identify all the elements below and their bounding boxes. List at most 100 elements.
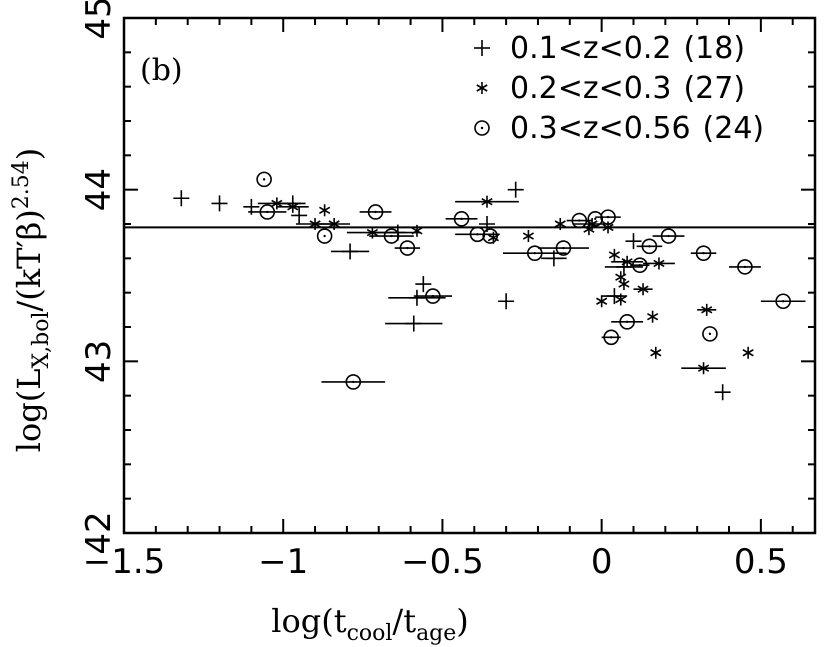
circle-dot [262, 178, 266, 181]
legend-marker-circle [474, 120, 490, 136]
star-point-1-22 [647, 310, 659, 323]
star-arm [287, 203, 299, 211]
x-tick-label: −1.5 [83, 542, 166, 582]
circle-dot [667, 234, 670, 238]
star-point-1-20 [653, 257, 665, 270]
x-tick-label: −1 [258, 542, 308, 582]
star-point-1-23 [650, 346, 662, 359]
circle-ring [587, 211, 604, 227]
circle-dot [390, 234, 393, 238]
circle-point-2-11 [526, 245, 543, 261]
circle-dot [406, 246, 409, 250]
circle-point-2-15 [600, 209, 616, 225]
star-arm [366, 228, 378, 237]
circle-ring [619, 314, 635, 330]
circle-dot [431, 294, 435, 298]
circle-point-2-20 [660, 228, 677, 244]
star-point-1-9 [522, 230, 535, 243]
star-point-1-12 [583, 223, 595, 236]
circle-dot [374, 210, 377, 214]
star-point-1-18 [596, 295, 608, 308]
circle-ring [775, 293, 791, 310]
star-arm [476, 84, 488, 92]
star-arm [319, 206, 331, 214]
circle-dot [488, 234, 492, 238]
legend-label-1: 0.2<z<0.3 (27) [510, 71, 745, 106]
y-tick-label: 44 [79, 168, 119, 211]
plus-point-0-17 [714, 384, 731, 401]
circle-point-2-1 [259, 204, 276, 220]
x-tick-label: 0.5 [734, 542, 788, 582]
star-point-1-1 [287, 200, 299, 213]
circle-point-2-10 [482, 228, 498, 244]
circle-ring [316, 228, 333, 244]
circle-point-2-4 [383, 228, 400, 244]
circle-point-2-8 [453, 211, 470, 227]
circle-ring [425, 288, 441, 304]
star-arm [637, 285, 649, 293]
star-arm [621, 258, 633, 266]
circle-dot [578, 219, 581, 222]
legend: 0.1<z<0.2 (18) 0.2<z<0.3 (27) 0.3<z<0.56 (2… [474, 31, 764, 146]
circle-dot [352, 380, 355, 384]
plus-point-0-5 [342, 243, 359, 260]
circle-ring [702, 326, 718, 342]
legend-label-0: 0.1<z<0.2 (18) [510, 31, 745, 66]
circle-point-2-9 [469, 226, 486, 243]
circle-dot [266, 210, 269, 214]
circle-ring [632, 257, 648, 274]
x-tick-label: −0.5 [401, 542, 484, 582]
star-point-1-15 [621, 255, 633, 268]
circle-dot [781, 300, 785, 303]
star-point-1-24 [701, 303, 713, 316]
plus-point-0-1 [211, 195, 228, 212]
star-arm [615, 295, 627, 304]
circle-dot [480, 126, 484, 130]
circle-ring [367, 204, 384, 220]
circle-ring [259, 204, 276, 220]
star-arm [554, 220, 566, 228]
star-arm [647, 313, 659, 321]
star-arm [522, 232, 535, 240]
tick-labels: −1.5 −1 −0.5 0 0.5 42 43 44 45 [79, 0, 788, 582]
circle-ring [571, 212, 588, 229]
circle-point-2-22 [702, 326, 718, 342]
circle-ring [695, 245, 712, 261]
panel-label: (b) [140, 53, 183, 88]
circle-ring [474, 120, 490, 136]
plus-point-0-11 [507, 181, 524, 198]
star-point-1-25 [697, 362, 710, 375]
circle-point-2-2 [316, 228, 333, 244]
circle-ring [555, 240, 572, 256]
y-axis-label: log(LX,bol/(kT′β)2.54) [9, 148, 54, 452]
circle-point-2-17 [619, 314, 635, 330]
circle-point-2-18 [632, 257, 648, 274]
circle-point-2-5 [399, 240, 416, 256]
circle-ring [600, 209, 616, 225]
circle-point-2-7 [345, 374, 362, 390]
circle-point-2-3 [367, 204, 384, 220]
plus-point-0-9 [405, 315, 422, 332]
plus-point-0-4 [291, 207, 308, 224]
circle-dot [625, 320, 629, 324]
y-tick-label: 43 [79, 340, 119, 383]
plus-point-0-8 [408, 289, 425, 306]
star-point-1-17 [618, 278, 630, 291]
legend-marker-plus [474, 40, 490, 56]
star-arm [618, 280, 630, 288]
circle-ring [482, 228, 498, 244]
circle-point-2-16 [603, 329, 620, 346]
star-arm [701, 306, 713, 314]
circle-point-2-12 [555, 240, 572, 256]
y-tick-label: 45 [79, 0, 119, 40]
star-point-1-10 [554, 218, 566, 230]
circle-ring [641, 238, 658, 255]
plus-point-0-10 [498, 293, 515, 310]
circle-dot [648, 245, 651, 248]
legend-label-2: 0.3<z<0.56 (24) [510, 111, 764, 146]
star-point-1-3 [328, 218, 340, 230]
circle-dot [708, 332, 712, 336]
legend-marker-star [476, 82, 488, 94]
star-arm [650, 349, 662, 357]
circle-ring [660, 228, 677, 244]
